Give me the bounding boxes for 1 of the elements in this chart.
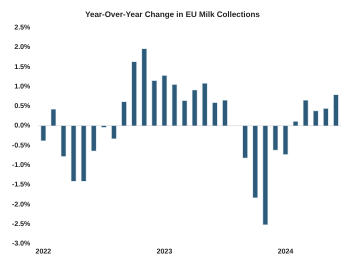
chart-title: Year-Over-Year Change in EU Milk Collections xyxy=(85,10,260,20)
